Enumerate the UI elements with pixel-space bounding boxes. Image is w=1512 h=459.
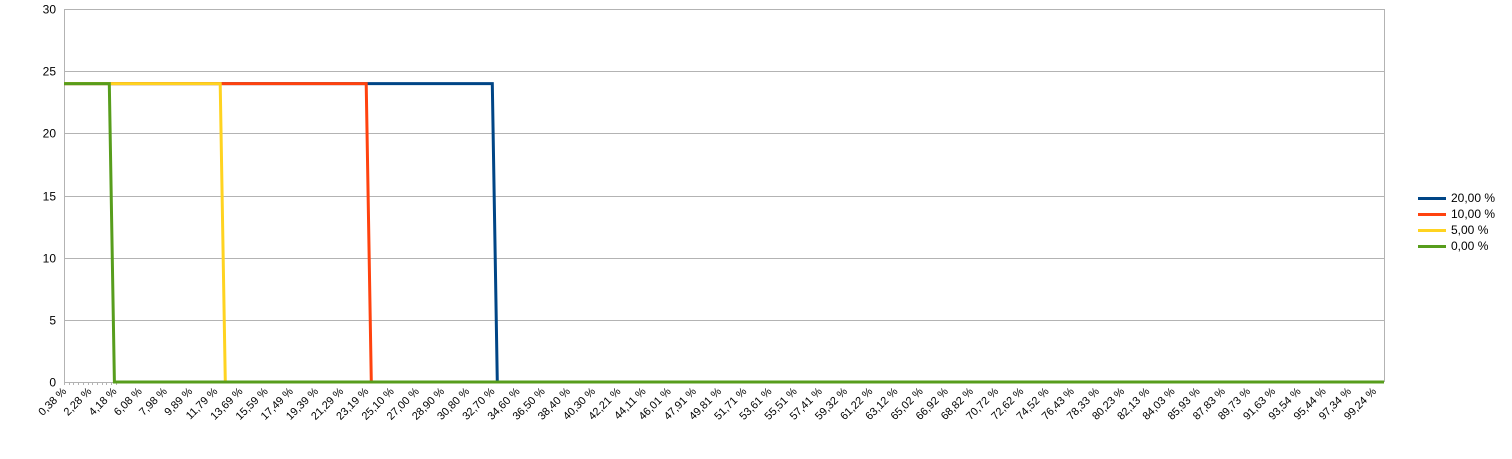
legend-swatch <box>1418 244 1446 248</box>
series-line <box>64 82 1384 384</box>
series-layer <box>64 82 1384 384</box>
legend: 20,00 % 10,00 % 5,00 % 0,00 % <box>1418 190 1495 254</box>
y-tick-label: 25 <box>43 65 57 79</box>
legend-item: 0,00 % <box>1418 238 1495 254</box>
legend-swatch <box>1418 228 1446 232</box>
series-line <box>64 82 1384 384</box>
legend-label: 20,00 % <box>1451 191 1496 205</box>
legend-label: 5,00 % <box>1451 223 1489 237</box>
y-tick-label: 0 <box>49 376 56 390</box>
series-line <box>64 82 1384 384</box>
legend-label: 10,00 % <box>1451 207 1496 221</box>
grid-layer <box>64 9 1385 383</box>
legend-swatch <box>1418 212 1446 216</box>
y-tick-label: 30 <box>43 3 57 17</box>
legend-item: 5,00 % <box>1418 222 1495 238</box>
series-line <box>64 82 1384 384</box>
legend-item: 20,00 % <box>1418 190 1495 206</box>
y-tick-label: 5 <box>49 314 56 328</box>
y-tick-label: 20 <box>43 127 57 141</box>
y-tick-label: 15 <box>43 190 57 204</box>
y-tick-label: 10 <box>43 252 57 266</box>
legend-swatch <box>1418 196 1446 200</box>
legend-label: 0,00 % <box>1451 239 1489 253</box>
legend-item: 10,00 % <box>1418 206 1495 222</box>
